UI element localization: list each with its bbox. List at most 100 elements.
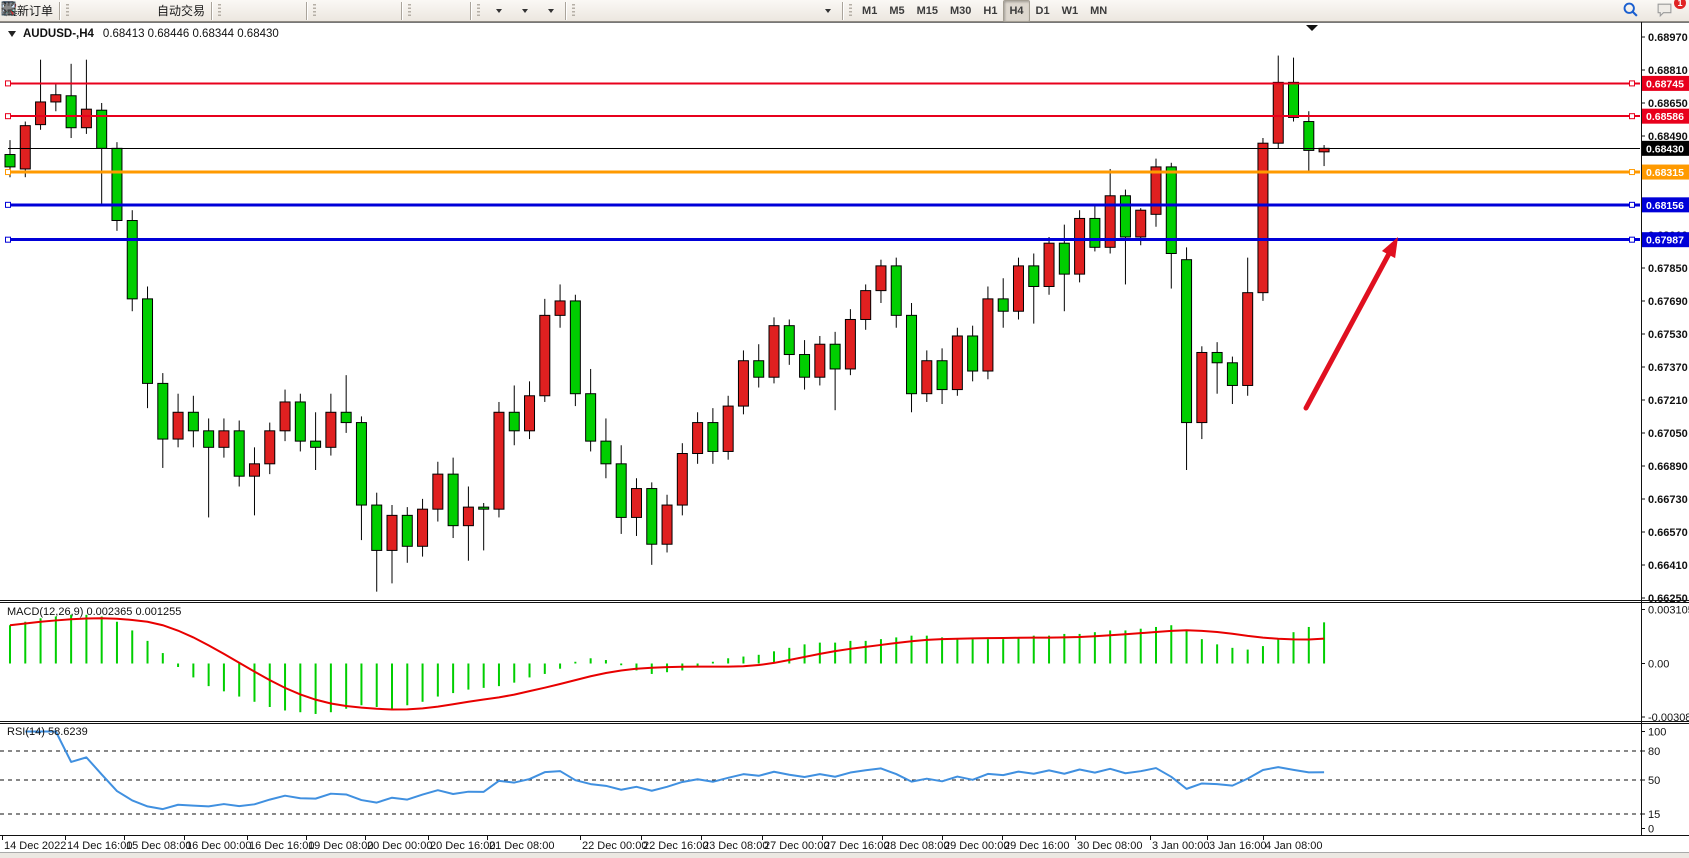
candle-body[interactable] (1257, 142, 1269, 294)
candle-body[interactable] (1043, 242, 1055, 287)
candle-body[interactable] (906, 314, 918, 395)
candle-body[interactable] (722, 405, 734, 452)
line-handle[interactable] (1629, 169, 1635, 176)
candle-body[interactable] (997, 298, 1009, 312)
chevron-down-icon[interactable] (496, 8, 503, 13)
bar-chart-button[interactable] (2, 0, 251, 22)
candle-body[interactable] (35, 101, 47, 126)
candle-body[interactable] (524, 395, 536, 432)
candle-body[interactable] (4, 154, 16, 168)
candle-body[interactable] (462, 506, 474, 527)
candle-body[interactable] (432, 473, 444, 510)
candle-body[interactable] (1226, 362, 1238, 386)
trend-arrow-head[interactable] (1381, 237, 1398, 259)
candle-body[interactable] (80, 108, 92, 129)
candle-body[interactable] (340, 411, 352, 424)
candle-body[interactable] (982, 298, 994, 372)
line-handle[interactable] (5, 80, 11, 87)
timeframe-button-m1[interactable]: M1 (856, 0, 883, 22)
zoom-out-button[interactable] (2, 0, 372, 22)
line-handle[interactable] (5, 169, 11, 176)
arrows-button[interactable] (3, 0, 839, 22)
chart-shift-marker-icon[interactable] (1306, 25, 1318, 31)
candle-body[interactable] (187, 411, 199, 432)
candle-body[interactable] (1181, 259, 1193, 424)
candle-body[interactable] (508, 411, 520, 432)
notifications-button[interactable]: 1 (1655, 0, 1686, 22)
candle-body[interactable] (157, 382, 169, 440)
autotrading-button[interactable]: 自动交易 (2, 0, 208, 22)
candlestick-chart-button[interactable] (2, 0, 277, 22)
timeframe-button-m5[interactable]: M5 (883, 0, 910, 22)
candle-body[interactable] (218, 430, 230, 448)
candle-body[interactable] (1135, 209, 1147, 238)
zoom-in-button[interactable] (2, 0, 346, 22)
tile-windows-button[interactable] (1, 0, 398, 22)
candle-body[interactable] (1012, 265, 1024, 312)
candle-body[interactable] (447, 473, 459, 527)
line-handle[interactable] (1629, 236, 1635, 243)
candle-body[interactable] (248, 463, 260, 477)
timeframe-button-d1[interactable]: D1 (1030, 0, 1056, 22)
timeframe-button-m30[interactable]: M30 (944, 0, 977, 22)
candle-body[interactable] (676, 453, 688, 506)
signals-button[interactable] (5, 0, 151, 22)
rsi-pane[interactable] (0, 723, 1641, 835)
candle-body[interactable] (264, 430, 276, 465)
indicators-button[interactable] (1, 0, 510, 22)
candle-body[interactable] (1165, 166, 1177, 254)
candle-body[interactable] (844, 318, 856, 370)
deposit-button[interactable] (1, 0, 99, 22)
candle-body[interactable] (1288, 81, 1300, 118)
macd-pane[interactable] (0, 603, 1641, 721)
vertical-line-button[interactable] (7, 0, 657, 22)
text-button[interactable]: A (4, 0, 787, 22)
timeframe-button-m15[interactable]: M15 (911, 0, 944, 22)
channel-button[interactable]: F (2, 0, 761, 22)
candle-body[interactable] (875, 265, 887, 292)
candle-body[interactable] (753, 360, 765, 378)
candle-body[interactable] (768, 325, 780, 378)
candle-body[interactable] (50, 94, 62, 103)
price-axis[interactable] (1641, 22, 1689, 835)
candle-body[interactable] (1089, 217, 1101, 248)
candle-body[interactable] (325, 411, 337, 448)
chevron-down-icon[interactable] (825, 8, 832, 13)
candle-body[interactable] (401, 514, 413, 547)
line-handle[interactable] (5, 201, 11, 208)
line-handle[interactable] (1629, 80, 1635, 87)
market-watch-button[interactable] (1, 0, 125, 22)
chevron-down-icon[interactable] (548, 8, 555, 13)
candle-body[interactable] (829, 343, 841, 370)
candle-body[interactable] (692, 422, 704, 455)
candle-body[interactable] (814, 343, 826, 378)
candle-body[interactable] (371, 504, 383, 551)
candle-body[interactable] (799, 354, 811, 378)
candle-body[interactable] (1074, 217, 1086, 275)
candle-body[interactable] (417, 508, 429, 547)
candle-body[interactable] (355, 422, 367, 506)
timeframe-button-h1[interactable]: H1 (977, 0, 1003, 22)
candle-body[interactable] (19, 125, 31, 170)
candle-body[interactable] (142, 298, 154, 384)
candle-body[interactable] (600, 440, 612, 465)
candle-body[interactable] (1104, 195, 1116, 248)
candle-body[interactable] (1119, 195, 1131, 238)
crosshair-button[interactable] (1, 0, 631, 22)
candle-body[interactable] (1211, 351, 1223, 364)
candle-body[interactable] (615, 463, 627, 518)
auto-scroll-button[interactable] (2, 0, 441, 22)
candle-body[interactable] (585, 393, 597, 442)
new-order-button[interactable]: 新订单 (2, 0, 56, 22)
main-chart-pane[interactable] (0, 22, 1641, 600)
candle-body[interactable] (951, 335, 963, 391)
fibonacci-button[interactable]: E (1, 0, 735, 22)
candle-body[interactable] (279, 401, 291, 432)
trendline-button[interactable] (2, 0, 709, 22)
candle-body[interactable] (936, 360, 948, 391)
candle-body[interactable] (860, 290, 872, 320)
candle-body[interactable] (737, 360, 749, 407)
candle-body[interactable] (1196, 351, 1208, 424)
candle-body[interactable] (233, 430, 245, 477)
candle-body[interactable] (126, 220, 138, 300)
